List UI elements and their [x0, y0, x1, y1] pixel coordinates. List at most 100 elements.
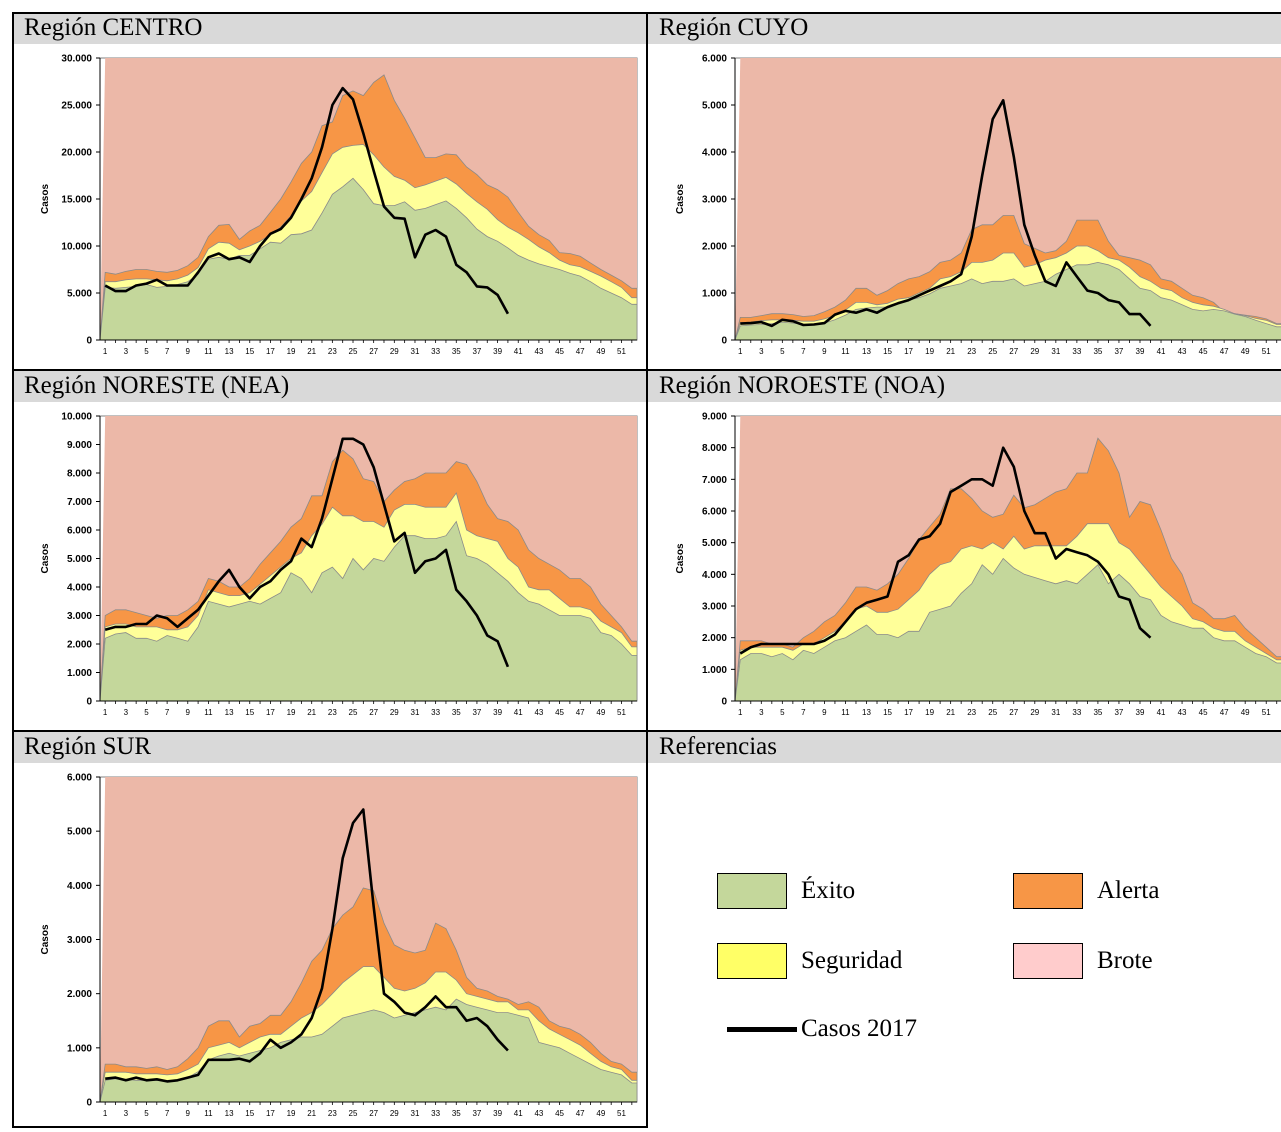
legend-label-exito: Éxito [801, 877, 856, 904]
x-tick-label: 49 [1241, 347, 1250, 356]
x-tick-label: 3 [759, 708, 764, 717]
y-axis-label: Casos [40, 184, 51, 214]
y-tick-label: 9.000 [67, 440, 92, 451]
x-tick-label: 15 [883, 708, 892, 717]
x-tick-label: 41 [514, 347, 523, 356]
x-tick-label: 17 [266, 1109, 275, 1118]
x-tick-label: 25 [349, 708, 358, 717]
x-tick-label: 17 [904, 347, 913, 356]
x-tick-label: 11 [204, 708, 213, 717]
x-tick-label: 7 [801, 708, 806, 717]
x-tick-label: 9 [186, 347, 191, 356]
x-tick-label: 23 [967, 708, 976, 717]
x-tick-label: 19 [925, 347, 934, 356]
x-tick-label: 15 [245, 708, 254, 717]
x-tick-label: 51 [617, 347, 626, 356]
x-tick-label: 33 [431, 347, 440, 356]
x-tick-label: 47 [1220, 347, 1229, 356]
x-tick-label: 21 [946, 347, 955, 356]
x-tick-label: 23 [328, 1109, 337, 1118]
y-tick-label: 4.000 [67, 583, 92, 594]
line-casos-2017 [105, 808, 509, 1083]
x-tick-label: 39 [1136, 347, 1145, 356]
x-tick-label: 23 [967, 347, 976, 356]
x-tick-label: 35 [452, 708, 461, 717]
x-tick-label: 49 [1241, 708, 1250, 717]
panel-title-nea: Región NORESTE (NEA) [12, 370, 647, 402]
x-tick-label: 43 [534, 708, 543, 717]
x-tick-label: 31 [411, 708, 420, 717]
x-tick-label: 41 [514, 708, 523, 717]
y-tick-label: 5.000 [67, 289, 92, 300]
x-tick-label: 45 [555, 708, 564, 717]
y-tick-label: 6.000 [702, 54, 727, 65]
y-tick-label: 9.000 [702, 412, 727, 423]
panel-title-noa: Región NOROESTE (NOA) [647, 370, 1281, 402]
x-tick-label: 11 [841, 708, 850, 717]
x-tick-label: 39 [493, 1109, 502, 1118]
y-tick-label: 1.000 [702, 289, 727, 300]
x-tick-label: 1 [103, 708, 108, 717]
x-tick-label: 27 [1009, 708, 1018, 717]
line-casos-2017 [104, 437, 510, 668]
x-tick-label: 33 [431, 708, 440, 717]
legend-swatch-alerta [1013, 873, 1083, 909]
x-tick-label: 7 [165, 1109, 170, 1118]
x-tick-label: 39 [493, 708, 502, 717]
x-tick-label: 49 [596, 708, 605, 717]
x-tick-label: 41 [1157, 708, 1166, 717]
y-axis-label: Casos [675, 184, 686, 214]
x-tick-label: 3 [124, 708, 129, 717]
x-tick-label: 3 [124, 347, 129, 356]
x-tick-label: 31 [411, 1109, 420, 1118]
x-tick-label: 13 [862, 347, 871, 356]
x-tick-label: 3 [124, 1109, 129, 1118]
x-tick-label: 17 [266, 708, 275, 717]
legend: Éxito Alerta Seguridad Brote Casos 2017 [647, 763, 1281, 1132]
x-tick-label: 27 [1009, 347, 1018, 356]
y-tick-label: 0 [721, 697, 727, 708]
x-tick-label: 5 [780, 347, 785, 356]
x-tick-label: 31 [1051, 708, 1060, 717]
y-tick-label: 8.000 [702, 443, 727, 454]
x-tick-label: 47 [576, 347, 585, 356]
area-xito [99, 177, 638, 341]
y-tick-label: 5.000 [702, 101, 727, 112]
y-tick-label: 3.000 [702, 195, 727, 206]
y-axis-label: Casos [40, 924, 51, 954]
x-tick-label: 1 [103, 347, 108, 356]
x-tick-label: 1 [103, 1109, 108, 1118]
x-tick-label: 7 [165, 708, 170, 717]
x-tick-label: 13 [225, 1109, 234, 1118]
legend-swatch-exito [717, 873, 787, 909]
x-tick-label: 13 [862, 708, 871, 717]
x-tick-label: 37 [1114, 708, 1123, 717]
x-tick-label: 49 [596, 347, 605, 356]
x-tick-label: 27 [369, 1109, 378, 1118]
x-tick-label: 33 [1072, 347, 1081, 356]
x-tick-label: 5 [780, 708, 785, 717]
x-tick-label: 11 [841, 347, 850, 356]
area-xito [734, 557, 1281, 702]
y-tick-label: 2.000 [67, 989, 92, 1000]
x-tick-label: 41 [514, 1109, 523, 1118]
y-tick-label: 2.000 [67, 640, 92, 651]
x-tick-label: 19 [287, 1109, 296, 1118]
x-tick-label: 21 [946, 708, 955, 717]
y-tick-label: 3.000 [702, 602, 727, 613]
x-tick-label: 11 [204, 347, 213, 356]
y-tick-label: 5.000 [702, 538, 727, 549]
x-tick-label: 45 [1199, 347, 1208, 356]
x-tick-label: 27 [369, 347, 378, 356]
x-tick-label: 41 [1157, 347, 1166, 356]
x-tick-label: 45 [555, 347, 564, 356]
x-tick-label: 17 [904, 708, 913, 717]
y-tick-label: 7.000 [67, 497, 92, 508]
chart-centro: 0 5.000 10.000 15.000 20.000 25.000 30.000 Caso… [40, 54, 638, 356]
x-tick-label: 19 [287, 347, 296, 356]
y-tick-label: 15.000 [61, 195, 92, 206]
x-tick-label: 35 [452, 1109, 461, 1118]
x-tick-label: 39 [493, 347, 502, 356]
panel-title-sur: Región SUR [12, 731, 647, 763]
